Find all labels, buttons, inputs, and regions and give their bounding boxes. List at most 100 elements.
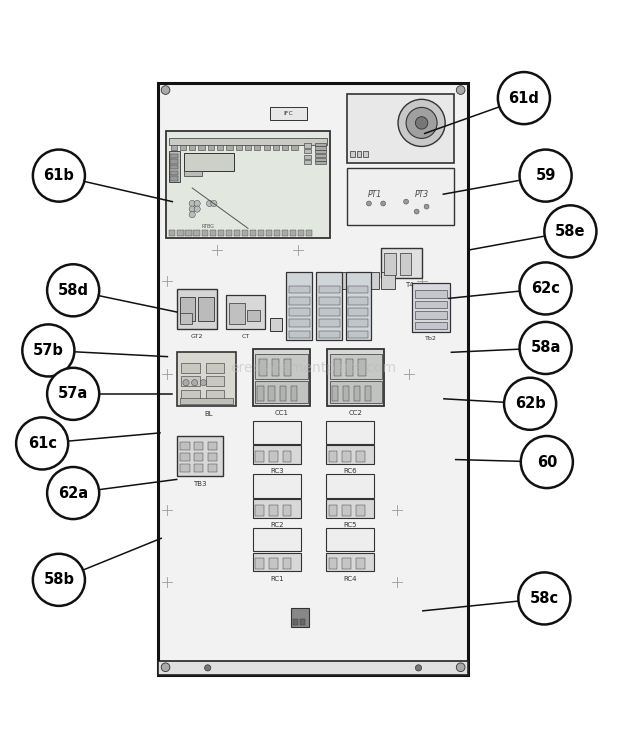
Bar [343,386,349,401]
Circle shape [161,86,170,94]
Bar [381,272,395,289]
Bar [206,363,224,373]
Bar [283,505,291,516]
Text: RC5: RC5 [343,522,357,528]
Bar [170,154,178,159]
Bar [255,558,264,569]
Bar [319,286,340,293]
Circle shape [398,99,445,147]
Bar [234,230,240,236]
Bar [170,177,178,180]
Bar [282,144,288,150]
Bar [253,474,301,498]
Bar [170,165,178,169]
Bar [298,230,304,236]
Bar [218,230,224,236]
Bar [177,352,236,406]
Bar [283,451,291,462]
Bar [348,297,368,304]
Bar [206,390,224,400]
Bar [415,311,447,319]
Bar [253,499,301,518]
Bar [326,528,374,551]
Bar [348,331,368,338]
Bar [169,151,180,182]
Bar [346,272,371,340]
Circle shape [33,150,85,202]
Bar [181,363,200,373]
Bar [330,354,382,379]
Text: 58a: 58a [531,340,560,355]
Text: PT1: PT1 [368,190,381,199]
Bar [250,230,256,236]
Bar [291,608,309,627]
Bar [208,464,217,472]
Text: RC2: RC2 [270,522,284,528]
Bar [208,144,214,150]
Bar [270,318,282,331]
Bar [226,230,232,236]
Bar [315,158,326,161]
Bar [194,441,203,450]
Text: ereplacementparts.com: ereplacementparts.com [230,361,396,375]
Bar [319,297,340,304]
Bar [289,319,310,327]
Bar [342,451,351,462]
Bar [347,168,454,225]
Bar [326,499,374,518]
Bar [326,474,374,498]
Bar [289,286,310,293]
Bar [329,451,337,462]
Bar [194,453,203,461]
Bar [169,138,327,144]
Bar [315,147,326,150]
Bar [193,230,200,236]
Bar [326,445,374,464]
Bar [257,386,264,401]
Bar [255,451,264,462]
Bar [226,295,265,329]
Bar [354,386,360,401]
Bar [356,451,365,462]
Text: CC1: CC1 [275,410,288,416]
Circle shape [194,200,200,206]
Text: RC6: RC6 [343,468,357,474]
Bar [381,248,422,278]
Circle shape [22,325,74,376]
Bar [181,376,200,387]
Bar [206,376,224,387]
Bar [356,558,365,569]
Text: RC3: RC3 [270,468,284,474]
Text: RC1: RC1 [270,576,284,582]
Bar [315,150,326,153]
Bar [327,349,384,406]
Circle shape [498,72,550,124]
Bar [180,441,190,450]
Bar [217,144,223,150]
Bar [365,386,371,401]
Circle shape [47,467,99,519]
Circle shape [415,665,422,671]
Bar [180,313,192,325]
Bar [242,230,248,236]
Bar [315,154,326,157]
Bar [300,619,305,625]
Text: 58e: 58e [555,224,586,239]
Circle shape [205,665,211,671]
Bar [350,151,355,157]
Bar [283,558,291,569]
Bar [316,272,342,340]
Bar [180,453,190,461]
Text: RTBG: RTBG [202,224,214,229]
Bar [319,319,340,327]
Bar [269,451,278,462]
Circle shape [211,200,217,206]
Bar [334,359,341,376]
Bar [259,359,267,376]
Bar [363,151,368,157]
Circle shape [504,378,556,430]
Text: 58b: 58b [43,572,74,587]
Bar [315,162,326,165]
Circle shape [520,322,572,374]
Bar [268,386,275,401]
